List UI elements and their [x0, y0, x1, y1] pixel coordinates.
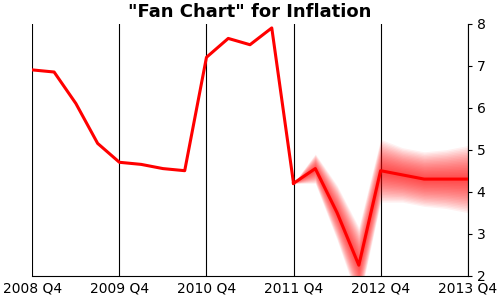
Title: "Fan Chart" for Inflation: "Fan Chart" for Inflation [128, 3, 372, 21]
